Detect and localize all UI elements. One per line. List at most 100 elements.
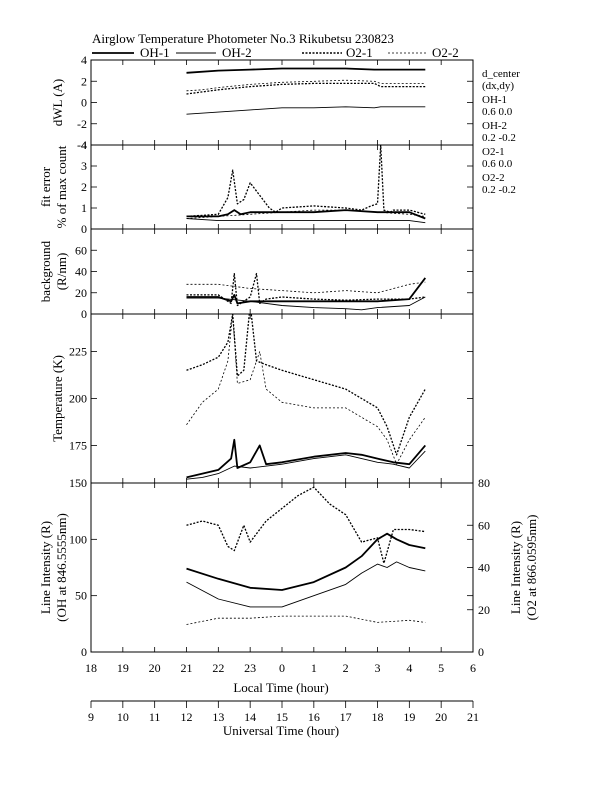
y-right-tick-label: 20 bbox=[478, 603, 490, 617]
center-info-o21-value: 0.6 0.0 bbox=[482, 158, 513, 170]
center-info-oh1-value: 0.6 0.0 bbox=[482, 106, 513, 118]
series-line-fit_error-o22 bbox=[186, 209, 426, 219]
center-info: d_center (dx,dy) OH-1 0.6 0.0 OH-2 0.2 -… bbox=[482, 68, 520, 196]
series-line-dwl-oh1 bbox=[186, 67, 426, 74]
x-ut-tick-label: 17 bbox=[340, 710, 352, 724]
series-line-background-o22 bbox=[186, 281, 426, 294]
x-ut-tick-label: 12 bbox=[181, 710, 193, 724]
y-axis-sublabel-intensity: (OH at 846.5555nm) bbox=[54, 513, 69, 622]
x-ut-tick-label: 10 bbox=[117, 710, 129, 724]
x-ut-tick-label: 18 bbox=[372, 710, 384, 724]
x-local-tick-label: 23 bbox=[244, 661, 256, 675]
y-axis-label-fit_error: fit error bbox=[38, 166, 53, 207]
y-tick-label: 2 bbox=[81, 180, 87, 194]
x-local-tick-label: 22 bbox=[212, 661, 224, 675]
y-axis-label-temperature: Temperature (K) bbox=[50, 355, 65, 442]
x-ut-tick-label: 19 bbox=[403, 710, 415, 724]
x-ut-tick-label: 13 bbox=[212, 710, 224, 724]
y-right-axis-label: Line Intensity (R) bbox=[508, 521, 523, 614]
y-tick-label: 2 bbox=[81, 74, 87, 88]
series-line-intensity-oh1 bbox=[186, 532, 426, 591]
panel-dwl: 4 2 0 -2 -4 dWL (A) bbox=[50, 53, 474, 152]
legend-label-oh1: OH-1 bbox=[140, 45, 170, 60]
y-right-tick-label: 0 bbox=[478, 645, 484, 659]
x-local-tick-label: 20 bbox=[149, 661, 161, 675]
panel-frame-dwl bbox=[90, 59, 474, 146]
y-tick-label: 4 bbox=[81, 53, 87, 67]
series-line-background-o21 bbox=[186, 272, 426, 307]
series-line-dwl-oh2 bbox=[186, 106, 426, 115]
center-info-o22-name: O2-2 bbox=[482, 172, 505, 184]
series-line-fit_error-oh1 bbox=[186, 209, 426, 220]
x-axis-local-label: Local Time (hour) bbox=[233, 680, 328, 695]
y-tick-label: 0 bbox=[81, 222, 87, 236]
y-right-axis-sublabel: (O2 at 866.0595nm) bbox=[524, 515, 539, 621]
y-axis-label-dwl: dWL (A) bbox=[50, 79, 65, 127]
x-local-tick-label: 3 bbox=[375, 661, 381, 675]
y-tick-label: 3 bbox=[81, 159, 87, 173]
series-line-temperature-o21 bbox=[186, 314, 426, 456]
center-info-oh2-name: OH-2 bbox=[482, 120, 507, 132]
y-tick-label: 50 bbox=[75, 589, 87, 603]
series-line-temperature-o22 bbox=[186, 314, 426, 465]
y-tick-label: 60 bbox=[75, 243, 87, 257]
y-tick-label: 40 bbox=[75, 265, 87, 279]
panel-frame-fit_error bbox=[90, 144, 474, 230]
x-local-tick-label: 19 bbox=[117, 661, 129, 675]
x-local-tick-label: 18 bbox=[85, 661, 97, 675]
x-ut-tick-label: 9 bbox=[88, 710, 94, 724]
x-ut-tick-label: 15 bbox=[276, 710, 288, 724]
y-tick-label: 0 bbox=[81, 645, 87, 659]
x-local-tick-label: 1 bbox=[311, 661, 317, 675]
y-tick-label: 100 bbox=[69, 532, 87, 546]
center-info-o21-name: O2-1 bbox=[482, 146, 505, 158]
legend-label-o21: O2-1 bbox=[346, 45, 373, 60]
y-axis-label-background: background bbox=[38, 240, 53, 302]
center-info-oh1-name: OH-1 bbox=[482, 94, 507, 106]
series-line-fit_error-o21 bbox=[186, 145, 426, 218]
x-ut-tick-label: 11 bbox=[149, 710, 161, 724]
panel-background: 60 40 20 0 background (R/nm) bbox=[38, 228, 474, 321]
legend: OH-1 OH-2 O2-1 O2-2 bbox=[92, 45, 459, 60]
y-right-tick-label: 40 bbox=[478, 561, 490, 575]
series-line-background-oh1 bbox=[186, 277, 427, 305]
y-tick-label: 225 bbox=[69, 345, 87, 359]
x-local-tick-label: 21 bbox=[181, 661, 193, 675]
x-local-tick-label: 0 bbox=[279, 661, 285, 675]
x-local-tick-label: 6 bbox=[470, 661, 476, 675]
y-axis-sublabel-fit_error: % of max count bbox=[54, 145, 69, 228]
series-line-intensity-oh2 bbox=[186, 561, 426, 608]
y-tick-label: 4 bbox=[81, 138, 87, 152]
y-tick-label: -2 bbox=[77, 117, 87, 131]
y-tick-label: 0 bbox=[81, 96, 87, 110]
x-local-tick-label: 5 bbox=[438, 661, 444, 675]
series-line-intensity-o21 bbox=[186, 486, 426, 564]
legend-label-oh2: OH-2 bbox=[222, 45, 252, 60]
x-local-tick-label: 4 bbox=[406, 661, 412, 675]
x-ut-tick-label: 14 bbox=[244, 710, 256, 724]
x-local-tick-label: 2 bbox=[343, 661, 349, 675]
series-line-background-oh2 bbox=[186, 296, 426, 311]
y-right-tick-label: 60 bbox=[478, 518, 490, 532]
figure-title: Airglow Temperature Photometer No.3 Riku… bbox=[92, 31, 394, 46]
panel-fit_error: 4 3 2 1 0 fit error% of max count bbox=[38, 138, 474, 236]
panel-temperature: 225 200 175 Temperature (K) bbox=[50, 313, 474, 484]
center-info-o22-value: 0.2 -0.2 bbox=[482, 184, 516, 196]
x-ut-tick-label: 21 bbox=[467, 710, 479, 724]
y-tick-label: 175 bbox=[69, 438, 87, 452]
center-info-header-1: d_center bbox=[482, 68, 520, 80]
y-tick-label: 200 bbox=[69, 392, 87, 406]
series-line-temperature-oh1 bbox=[186, 438, 426, 479]
series-line-intensity-o22 bbox=[186, 615, 426, 625]
y-tick-label: 20 bbox=[75, 286, 87, 300]
y-tick-label: 1 bbox=[81, 201, 87, 215]
x-ut-tick-label: 20 bbox=[435, 710, 447, 724]
center-info-oh2-value: 0.2 -0.2 bbox=[482, 132, 516, 144]
y-tick-label: 150 bbox=[69, 476, 87, 490]
y-axis-sublabel-background: (R/nm) bbox=[54, 253, 69, 291]
y-axis-label-intensity: Line Intensity (R) bbox=[38, 521, 53, 614]
y-tick-label: -4 bbox=[77, 138, 87, 152]
